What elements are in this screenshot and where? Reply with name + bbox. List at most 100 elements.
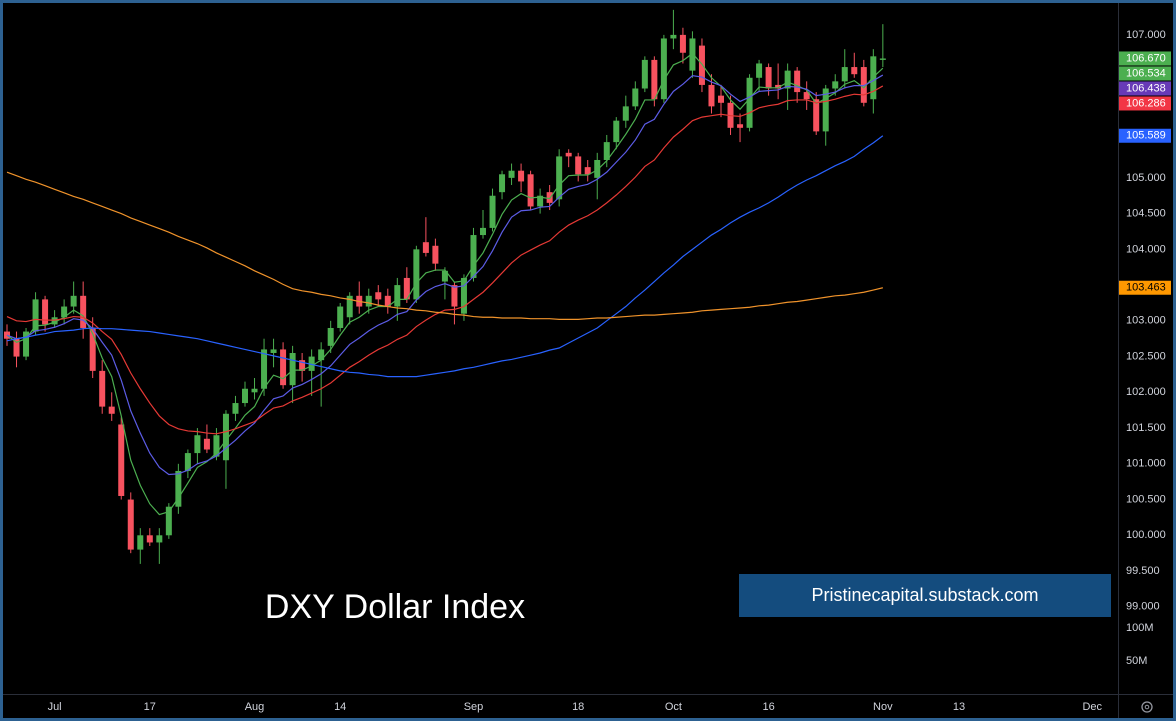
candle-body [775,84,782,89]
plot-area [4,9,886,564]
candle-body [756,63,763,78]
candle-body [203,438,210,450]
candle-body [546,192,553,203]
candle-body [327,327,334,346]
candle-body [480,227,486,236]
candle-body [603,142,610,160]
candle-body [765,67,772,89]
x-tick-label: 14 [334,701,346,713]
candle-body [13,338,20,357]
candle-body [118,424,125,496]
candle-body [51,317,58,325]
volume-tick-label: 100M [1126,622,1154,634]
y-tick-label: 101.500 [1126,422,1166,434]
candle-body [851,67,858,75]
candle-body [832,81,839,89]
y-tick-label: 103.000 [1126,315,1166,327]
candle-body [451,285,458,307]
candle-body [746,77,753,128]
candle-body [99,370,106,407]
price-badge-label: 105.589 [1126,130,1166,142]
candle-body [784,70,791,89]
x-tick-label: 18 [572,701,584,713]
candle-body [42,299,49,325]
candle-body [70,295,77,307]
candle-body [565,152,572,157]
candle-body [622,106,629,121]
candle-body [213,435,220,457]
candle-body [689,38,696,71]
chart-title: DXY Dollar Index [265,588,525,626]
candle-body [508,170,515,178]
axes: 99.000 99.500 100.000 100.500 101.000 101.500… [48,29,1171,713]
candle-body [127,499,134,550]
candle-body [432,245,439,264]
settings-icon[interactable] [1141,701,1153,713]
candle-body [670,34,677,39]
y-tick-label: 100.500 [1126,493,1166,505]
moving-average-line [6,85,884,435]
candle-body [32,299,39,332]
candle-body [184,453,191,471]
y-tick-label: 104.500 [1126,208,1166,220]
y-tick-label: 100.000 [1126,529,1166,541]
candle-body [403,277,410,300]
y-tick-label: 107.000 [1126,29,1166,41]
y-tick-label: 102.500 [1126,350,1166,362]
candle-body [718,95,724,103]
candle-body [318,349,325,361]
candle-body [384,295,391,307]
price-badge-label: 106.670 [1126,52,1166,64]
moving-average-line [6,171,883,320]
candle-body [537,195,544,207]
candle-body [299,360,306,371]
candle-body [794,70,801,93]
candle-body [518,170,525,182]
candle-body [822,88,829,132]
candle-body [61,306,68,318]
candle-body [660,38,667,100]
candle-body [156,535,163,543]
candle-body [194,435,201,454]
candle-body [261,349,268,389]
moving-average-line [6,52,884,516]
volume-tick-label: 50M [1126,655,1147,667]
candle-body [137,535,144,550]
candle-body [584,167,591,175]
candle-body [375,292,382,300]
candle-body [222,413,229,461]
price-badge-label: 106.286 [1126,97,1166,109]
candle-body [394,285,401,307]
candle-body [413,249,420,300]
candle-body [556,156,563,200]
candle-body [270,349,277,354]
x-tick-label: Aug [245,701,265,713]
x-tick-label: Oct [665,701,682,713]
candle-body [489,195,496,228]
candle-body [175,470,182,507]
candle-body [470,235,477,278]
x-tick-label: Nov [873,701,893,713]
candle-body [708,84,715,107]
x-tick-label: 17 [144,701,156,713]
candle-body [80,295,87,328]
candle-body [575,156,582,175]
x-tick-label: 16 [762,701,774,713]
candle-body [441,270,448,282]
candle-body [641,59,648,89]
x-tick-label: Dec [1082,701,1102,713]
y-tick-label: 99.000 [1126,601,1160,613]
candle-body [165,506,172,536]
price-badge-label: 106.534 [1126,67,1166,79]
y-tick-label: 101.000 [1126,458,1166,470]
candle-body [89,327,96,371]
candle-body [803,92,810,100]
price-badge [1119,51,1171,66]
candle-body [737,124,744,128]
y-tick-label: 99.500 [1126,565,1160,577]
candle-body [860,67,867,103]
candle-body [146,535,153,543]
candle-body [698,45,705,85]
candle-body [23,331,30,357]
